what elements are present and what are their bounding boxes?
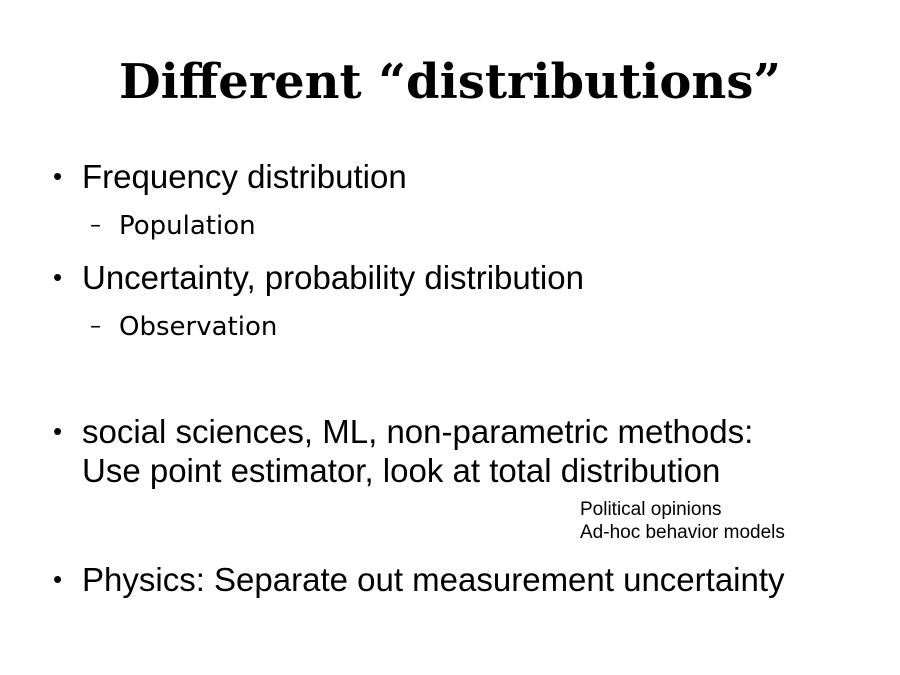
bullet-text: Physics: Separate out measurement uncert… (82, 561, 785, 598)
bullet-text-line-2: Use point estimator, look at total distr… (82, 452, 721, 489)
slide-title: Different “distributions” (119, 54, 781, 110)
bullet-marker: • (53, 564, 63, 594)
bullet-social-sciences: • social sciences, ML, non-parametric me… (53, 412, 754, 490)
sub-bullet-text: Observation (119, 312, 278, 342)
sub-bullet-text: Population (119, 211, 256, 241)
sub-bullet-observation: – Observation (90, 311, 278, 343)
sub-bullet-marker: – (90, 314, 101, 339)
bullet-marker: • (53, 416, 63, 446)
note-ad-hoc-behavior-models: Ad-hoc behavior models (580, 522, 785, 543)
sub-bullet-population: – Population (90, 210, 256, 242)
bullet-marker: • (53, 161, 63, 191)
bullet-uncertainty-distribution: • Uncertainty, probability distribution (53, 258, 584, 297)
bullet-frequency-distribution: • Frequency distribution (53, 157, 407, 196)
bullet-text-line-1: social sciences, ML, non-parametric meth… (82, 413, 754, 450)
bullet-text: Uncertainty, probability distribution (82, 259, 584, 296)
bullet-physics: • Physics: Separate out measurement unce… (53, 560, 785, 599)
sub-bullet-marker: – (90, 213, 101, 238)
bullet-text: Frequency distribution (82, 158, 407, 195)
note-political-opinions: Political opinions (580, 499, 722, 520)
bullet-marker: • (53, 262, 63, 292)
